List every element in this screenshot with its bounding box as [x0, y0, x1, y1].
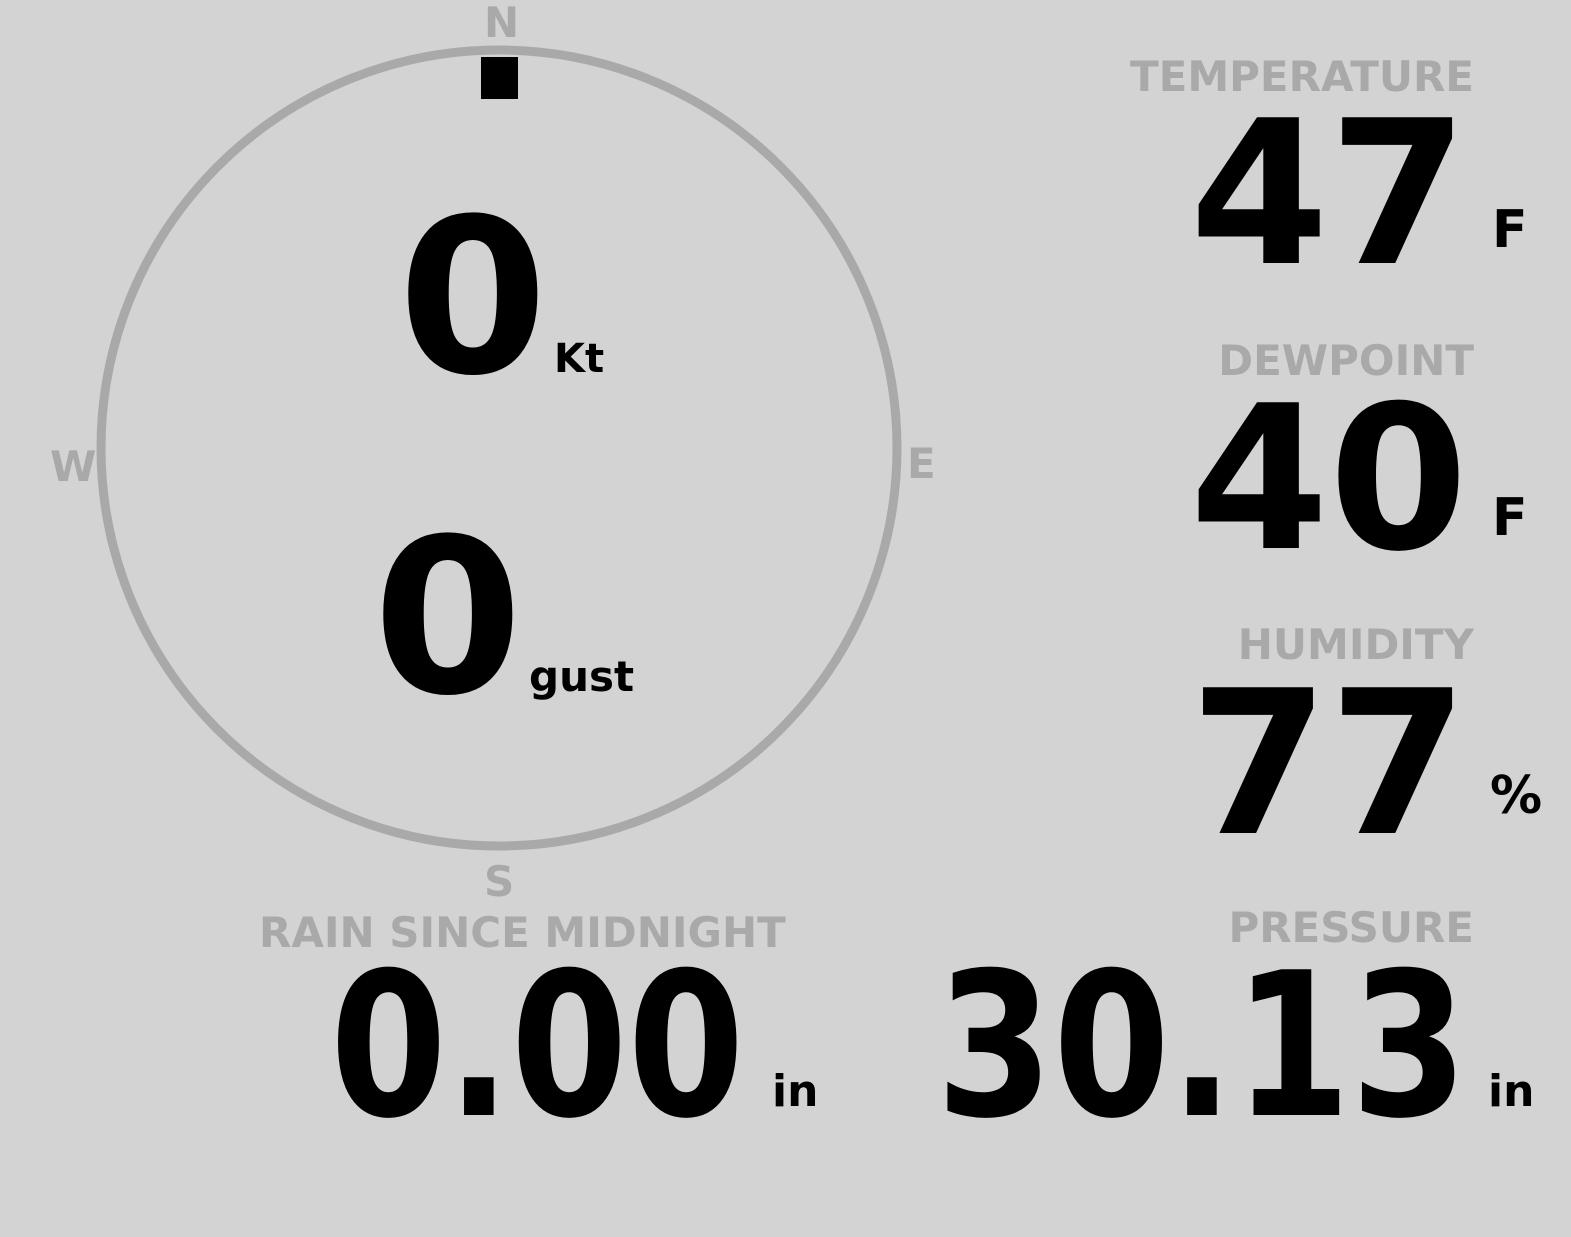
- temperature-label: TEMPERATURE: [1130, 52, 1474, 101]
- dewpoint-unit: F: [1492, 488, 1528, 548]
- compass-south: S: [484, 857, 515, 906]
- wind-direction-marker: [481, 57, 518, 99]
- wind-gust-unit: gust: [529, 652, 635, 701]
- humidity-unit: %: [1490, 766, 1543, 826]
- rain-value: 0.00: [330, 930, 745, 1163]
- pressure-value: 30.13: [936, 930, 1468, 1163]
- pressure-unit: in: [1488, 1066, 1535, 1117]
- pressure-label: PRESSURE: [1228, 903, 1474, 952]
- rain-unit: in: [772, 1066, 819, 1117]
- compass-north: N: [484, 0, 520, 47]
- wind-compass: [96, 45, 902, 851]
- compass-west: W: [50, 442, 97, 491]
- wind-speed-unit: Kt: [554, 336, 605, 382]
- humidity-label: HUMIDITY: [1237, 620, 1474, 669]
- temperature-value: 47: [1189, 78, 1468, 311]
- wind-speed-value: 0: [398, 172, 548, 423]
- dewpoint-value: 40: [1189, 363, 1468, 596]
- humidity-value: 77: [1189, 648, 1468, 881]
- compass-east: E: [907, 439, 936, 488]
- rain-label: RAIN SINCE MIDNIGHT: [259, 908, 786, 957]
- wind-gust-value: 0: [373, 492, 523, 743]
- temperature-unit: F: [1492, 200, 1528, 260]
- compass-ring: [96, 45, 902, 851]
- dewpoint-label: DEWPOINT: [1218, 336, 1474, 385]
